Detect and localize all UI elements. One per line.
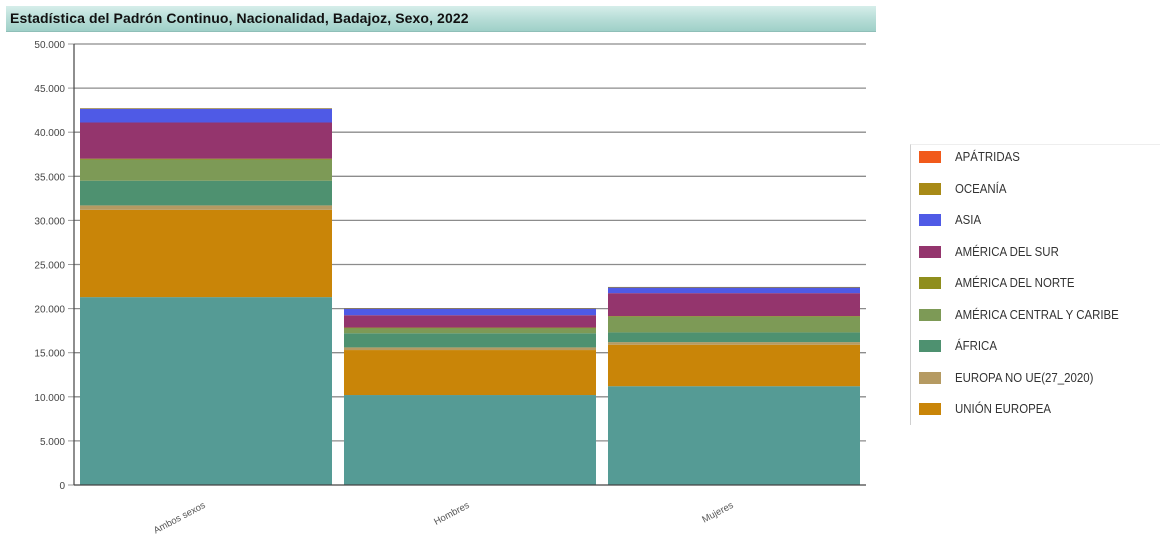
legend-swatch: [919, 340, 941, 352]
y-tick-label: 35.000: [34, 172, 65, 183]
legend-label: AMÉRICA DEL SUR: [955, 243, 1059, 259]
bar-segment: [80, 159, 332, 181]
bar-segment: [344, 308, 596, 309]
legend-label: AMÉRICA CENTRAL Y CARIBE: [955, 306, 1119, 322]
bar-segment: [344, 350, 596, 396]
legend-swatch: [919, 245, 941, 258]
bar-segment: [80, 158, 332, 160]
bar-segment: [80, 205, 332, 210]
y-tick-label: 20.000: [34, 305, 65, 316]
x-tick-label: Mujeres: [700, 500, 735, 526]
bar-segment: [80, 122, 332, 159]
x-tick-label: Ambos sexos: [152, 500, 208, 537]
chart-title: Estadística del Padrón Continuo, Naciona…: [10, 10, 469, 26]
legend-swatch: [919, 214, 941, 226]
legend-swatch: [919, 277, 941, 289]
legend-label: APÁTRIDAS: [955, 149, 1020, 164]
x-axis-ticks: Ambos sexos Hombres Mujeres: [152, 500, 736, 537]
legend-swatch: [919, 182, 941, 195]
bar-segment: [344, 328, 596, 334]
bar-segment: [608, 316, 860, 333]
y-tick-label: 40.000: [34, 128, 65, 139]
bar-segment: [80, 108, 332, 123]
bar-segment: [344, 308, 596, 316]
bars: [80, 108, 860, 485]
x-tick-label: Hombres: [432, 500, 471, 528]
legend-label: AMÉRICA DEL NORTE: [955, 275, 1075, 290]
bar-segment: [344, 395, 596, 485]
legend-swatch: [919, 403, 941, 415]
bar-segment: [344, 327, 596, 329]
bar-segment: [608, 286, 860, 294]
bar-segment: [344, 315, 596, 328]
axes: [73, 44, 866, 486]
y-tick-label: 45.000: [34, 84, 65, 95]
bar-segment: [344, 347, 596, 351]
legend-label: OCEANÍA: [955, 180, 1007, 196]
legend-label: EUROPA NO UE(27_2020): [955, 369, 1094, 385]
legend-label: UNIÓN EUROPEA: [955, 401, 1051, 416]
bar-segment: [608, 293, 860, 317]
legend-swatch: [919, 308, 941, 321]
y-tick-label: 15.000: [34, 349, 65, 360]
bar-segment: [608, 344, 860, 387]
bar-segment: [80, 209, 332, 298]
bar-segment: [344, 333, 596, 348]
bar-segment: [608, 386, 860, 485]
legend-label: ASIA: [955, 212, 982, 227]
bar-segment: [80, 108, 332, 109]
legend-swatch: [919, 371, 941, 384]
y-axis-ticks: 0 5.000 10.000 15.000 20.000 25.000 30.000 35.0…: [34, 40, 74, 492]
legend-label: ÁFRICA: [955, 338, 997, 353]
y-tick-label: 25.000: [34, 261, 65, 272]
chart-title-bar: Estadística del Padrón Continuo, Naciona…: [6, 6, 876, 32]
y-tick-label: 10.000: [34, 393, 65, 404]
bar-segment: [608, 342, 860, 345]
bar-segment: [80, 180, 332, 206]
bar-segment: [80, 297, 332, 485]
legend-swatch: [919, 151, 941, 163]
y-tick-label: 5.000: [40, 437, 65, 448]
bar-segment: [608, 316, 860, 317]
y-tick-label: 0: [59, 481, 65, 492]
y-tick-label: 30.000: [34, 216, 65, 227]
bar-segment: [608, 332, 860, 343]
y-tick-label: 50.000: [34, 40, 65, 51]
legend: APÁTRIDAS OCEANÍA ASIA AMÉRICA DEL SUR AMÉRI…: [910, 144, 1160, 425]
bar-segment: [608, 286, 860, 288]
